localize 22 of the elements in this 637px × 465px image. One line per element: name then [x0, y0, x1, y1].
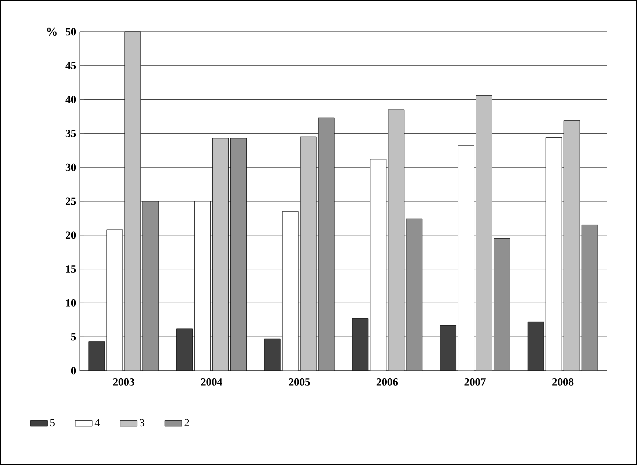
y-tick-label: 40: [66, 96, 76, 104]
y-tick-label: 10: [66, 299, 76, 307]
y-tick-label: 5: [71, 333, 76, 341]
y-tick-label: 30: [66, 164, 76, 172]
legend-label: 5: [50, 419, 55, 427]
x-tick-label: 2005: [289, 378, 310, 386]
x-tick-label: 2007: [464, 378, 486, 386]
y-tick-label: 45: [66, 62, 76, 70]
legend-label: 2: [184, 419, 190, 426]
x-tick-label: 2006: [376, 378, 398, 386]
x-tick-label: 2008: [552, 378, 574, 386]
x-tick-label: 2003: [113, 378, 135, 386]
y-tick-label: 0: [71, 367, 76, 375]
y-tick-label: 35: [66, 130, 76, 138]
y-tick-label: 25: [66, 198, 76, 206]
x-tick-label: 2004: [201, 378, 223, 386]
legend-label: 3: [140, 419, 145, 427]
y-tick-label: 20: [66, 232, 76, 240]
y-axis-title: %: [47, 28, 57, 36]
y-tick-label: 50: [66, 28, 76, 36]
y-tick-label: 15: [66, 266, 76, 273]
legend-label: 4: [94, 419, 100, 426]
